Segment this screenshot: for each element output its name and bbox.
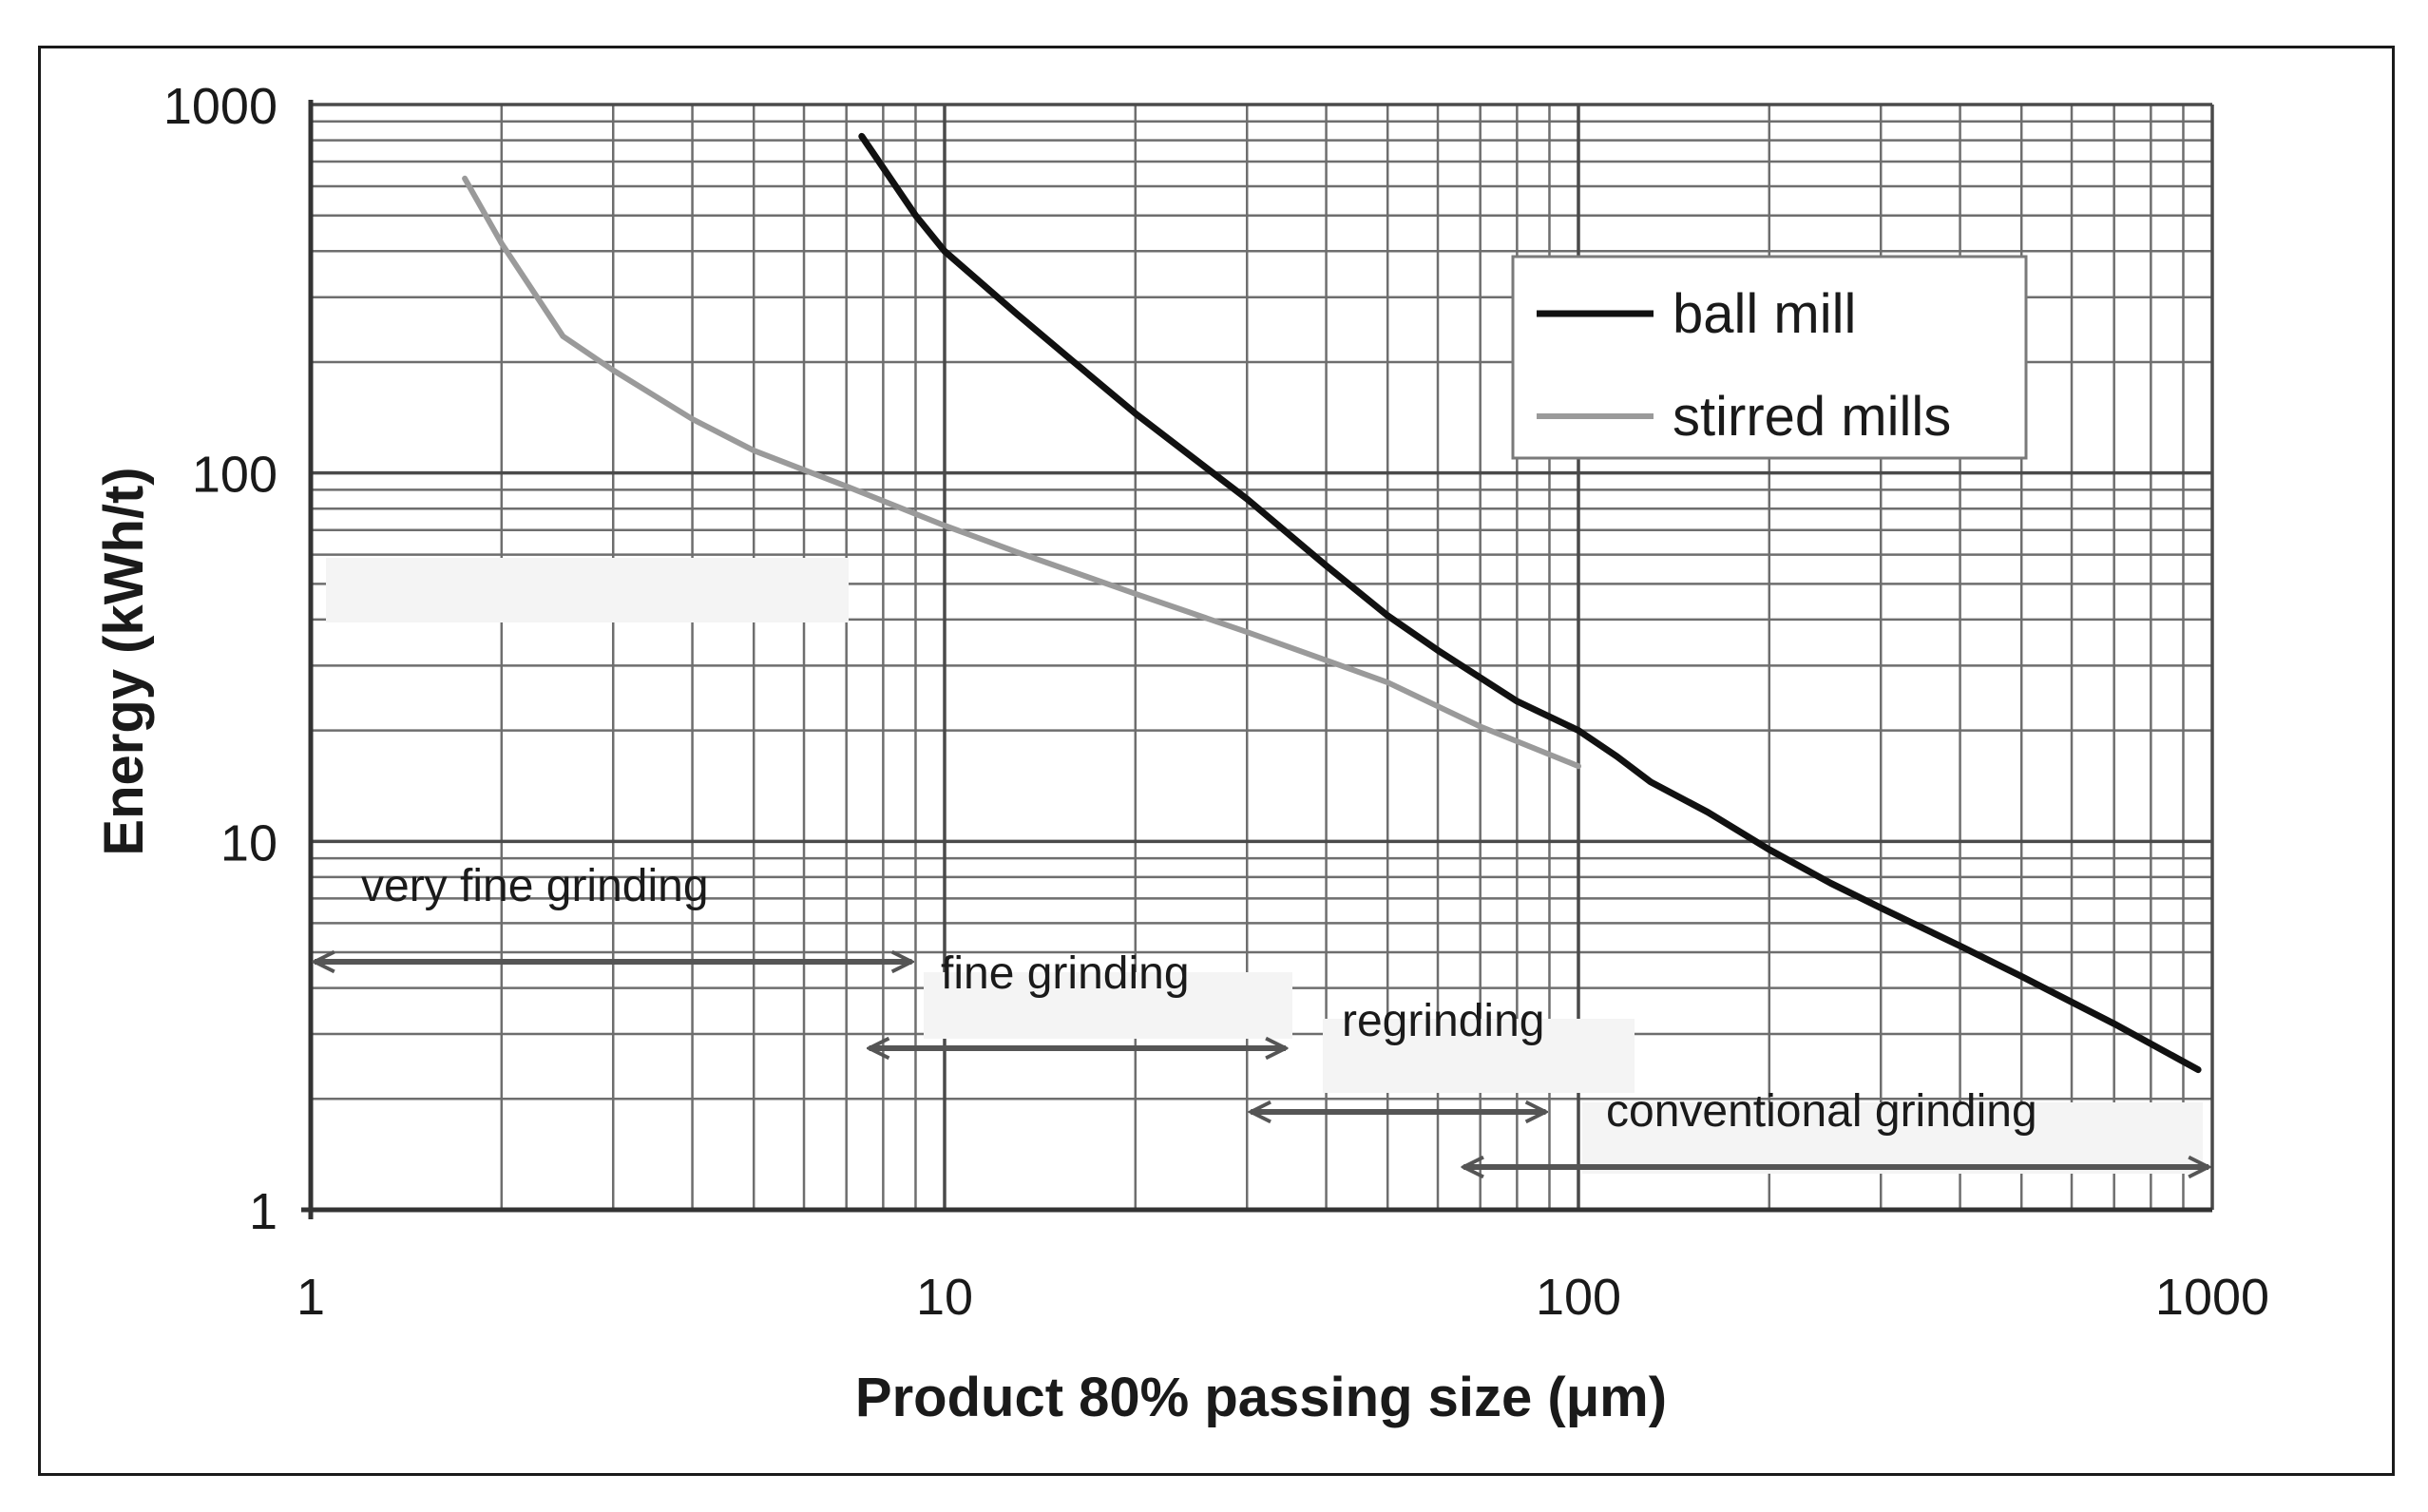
tick-labels: 1 10 100 1000 1 10 100 1000 <box>163 78 2269 1326</box>
region-label: very fine grinding <box>361 861 709 911</box>
legend-box <box>1511 255 2028 460</box>
series-line-ball-mill <box>858 132 2202 1074</box>
region-label: fine grinding <box>941 948 1190 999</box>
x-tick-label: 100 <box>1536 1269 1621 1326</box>
series-line-stirred-mills <box>462 175 1581 770</box>
y-tick-label: 1000 <box>163 78 277 135</box>
y-tick-label: 1 <box>249 1183 277 1240</box>
region-label-box <box>1323 1019 1635 1093</box>
legend-label-stirred-mills: stirred mills <box>1673 386 1951 448</box>
y-tick-label: 10 <box>220 814 277 871</box>
grinding-regions: very fine grinding fine grinding regrindin… <box>315 558 2208 1174</box>
x-axis-title: Product 80% passing size (μm) <box>855 1367 1667 1428</box>
x-tick-label: 1 <box>296 1269 325 1326</box>
x-tick-label: 10 <box>916 1269 973 1326</box>
axes <box>301 100 2212 1219</box>
legend: ball mill stirred mills <box>1511 255 2028 460</box>
legend-label-ball-mill: ball mill <box>1673 283 1856 345</box>
series-lines <box>462 132 2202 1074</box>
region-label: regrinding <box>1342 996 1544 1046</box>
region-label-box <box>924 972 1292 1039</box>
y-tick-label: 100 <box>192 447 277 504</box>
y-axis-title: Energy (kWh/t) <box>93 467 155 855</box>
region-label-box <box>326 558 849 622</box>
region-label: conventional grinding <box>1606 1086 2037 1137</box>
x-tick-label: 1000 <box>2155 1269 2269 1326</box>
grid <box>309 103 2214 1212</box>
